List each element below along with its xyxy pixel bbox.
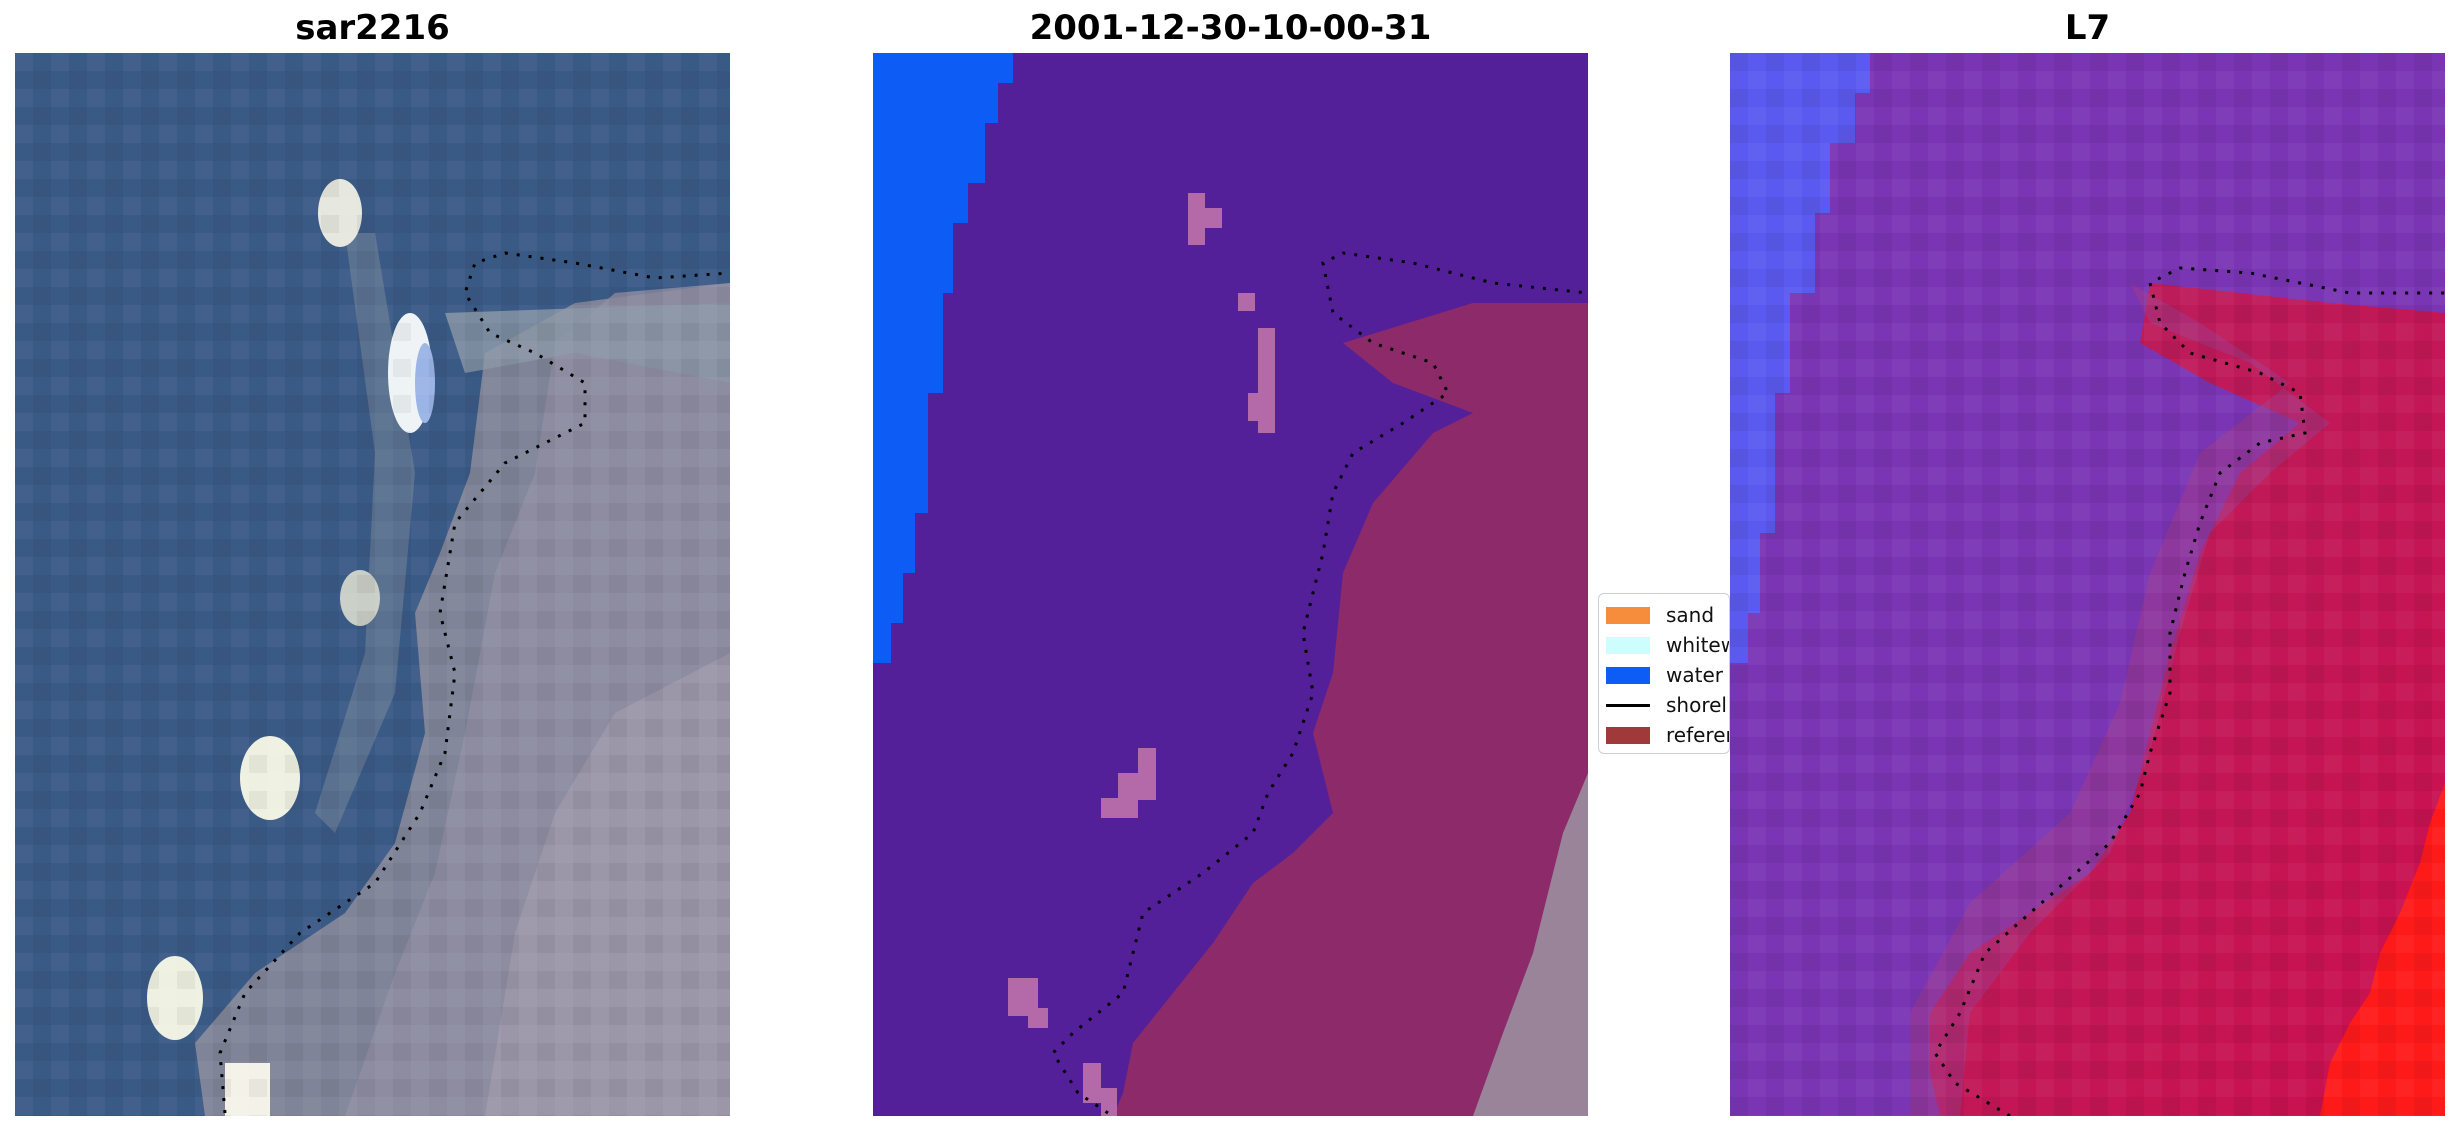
panel-title-rgb: sar2216 xyxy=(295,8,450,48)
shoreline-line xyxy=(218,251,730,1114)
legend-item-whitewater: whitew xyxy=(1606,632,1730,658)
legend-swatch-sand xyxy=(1606,606,1650,624)
rgb-image-panel xyxy=(15,53,730,1116)
legend-label: whitew xyxy=(1666,633,1730,657)
panel-title-mndwi: L7 xyxy=(2064,8,2111,48)
legend-item-sand: sand xyxy=(1606,602,1714,628)
legend-label: water xyxy=(1666,663,1723,687)
legend-item-reference: referen xyxy=(1606,722,1729,748)
noise-patches xyxy=(1008,193,1275,1116)
legend: sand whitew water shorel referen xyxy=(1598,593,1730,754)
rgb-image xyxy=(15,53,730,1116)
legend-label: shorel xyxy=(1666,693,1727,717)
l7-panel xyxy=(1730,53,2445,1116)
classification-panel xyxy=(873,53,1588,1116)
legend-swatch-whitewater xyxy=(1606,636,1650,654)
l7-image xyxy=(1730,53,2445,1116)
classification-image xyxy=(873,53,1588,1116)
water-class-area xyxy=(873,53,1013,663)
panel-title-classification: 2001-12-30-10-00-31 xyxy=(1029,8,1432,48)
land-class-area xyxy=(1113,303,1588,1116)
legend-swatch-reference xyxy=(1606,726,1650,744)
legend-label: sand xyxy=(1666,603,1715,627)
legend-label: referen xyxy=(1666,723,1729,747)
legend-line-shoreline xyxy=(1606,703,1650,707)
shoreline-line xyxy=(1051,251,1588,1115)
legend-swatch-water xyxy=(1606,666,1650,684)
legend-item-water: water xyxy=(1606,662,1723,688)
legend-item-shoreline: shorel xyxy=(1606,692,1727,718)
